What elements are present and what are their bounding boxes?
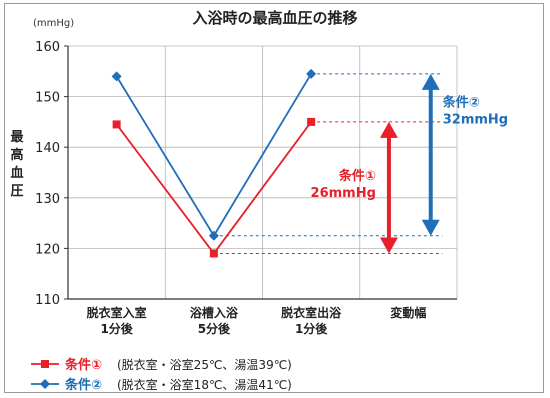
y-tick-label: 160 [35,40,60,55]
series-line-2 [115,73,312,238]
x-tick-label: 1分後 [295,321,328,336]
x-tick-label: 脱衣室入室 [87,305,147,320]
legend-series-detail: (脱衣室・浴室18℃、湯温41℃) [117,377,292,392]
y-tick-label: 120 [35,242,60,257]
chart: 入浴時の最高血圧の推移 (mmHg) 110 120 130 140 150 160 最高血圧脱… [10,9,508,393]
y-tick-label: 150 [35,91,60,106]
x-tick-label: 変動幅 [390,305,426,320]
data-point-diamond [111,71,122,82]
y-tick-label: 140 [35,141,60,156]
y-axis-label-char: 血 [10,165,23,181]
legend-marker-diamond [40,379,50,389]
legend-series-name: 条件① [65,357,102,373]
legend-series-detail: (脱衣室・浴室25℃、湯温39℃) [117,357,292,372]
data-point-diamond [208,230,219,241]
data-point-square [209,249,218,258]
range-arrow-head-down [421,219,440,236]
range-annotation-label: 条件① [339,168,376,184]
y-tick-label: 110 [35,293,60,308]
range-arrow-head-down [379,237,398,254]
x-tick-label: 1分後 [100,321,133,336]
legend-marker-square [41,360,49,368]
range-annotation-label: 26mmHg [311,186,376,201]
range-arrow-head-up [421,73,440,90]
y-axis-label-char: 最 [10,130,24,145]
y-tick-label: 130 [35,192,60,207]
legend-series-name: 条件② [65,377,102,393]
chart-frame: 入浴時の最高血圧の推移 (mmHg) 110 120 130 140 150 160 最高血圧脱… [4,3,544,393]
x-tick-label: 脱衣室出浴 [281,305,342,320]
data-point-square [307,117,316,126]
y-axis-label-char: 圧 [10,184,23,199]
data-point-diamond [306,68,317,79]
range-annotation-label: 32mmHg [443,113,508,128]
chart-title: 入浴時の最高血圧の推移 [192,9,357,27]
range-annotation-label: 条件② [443,95,480,111]
x-tick-label: 5分後 [198,321,231,336]
y-axis-label-char: 高 [10,147,23,163]
data-point-square [112,120,121,129]
x-tick-label: 浴槽入浴 [190,305,239,320]
range-arrow-head-up [379,121,398,138]
y-unit-label: (mmHg) [33,18,74,29]
